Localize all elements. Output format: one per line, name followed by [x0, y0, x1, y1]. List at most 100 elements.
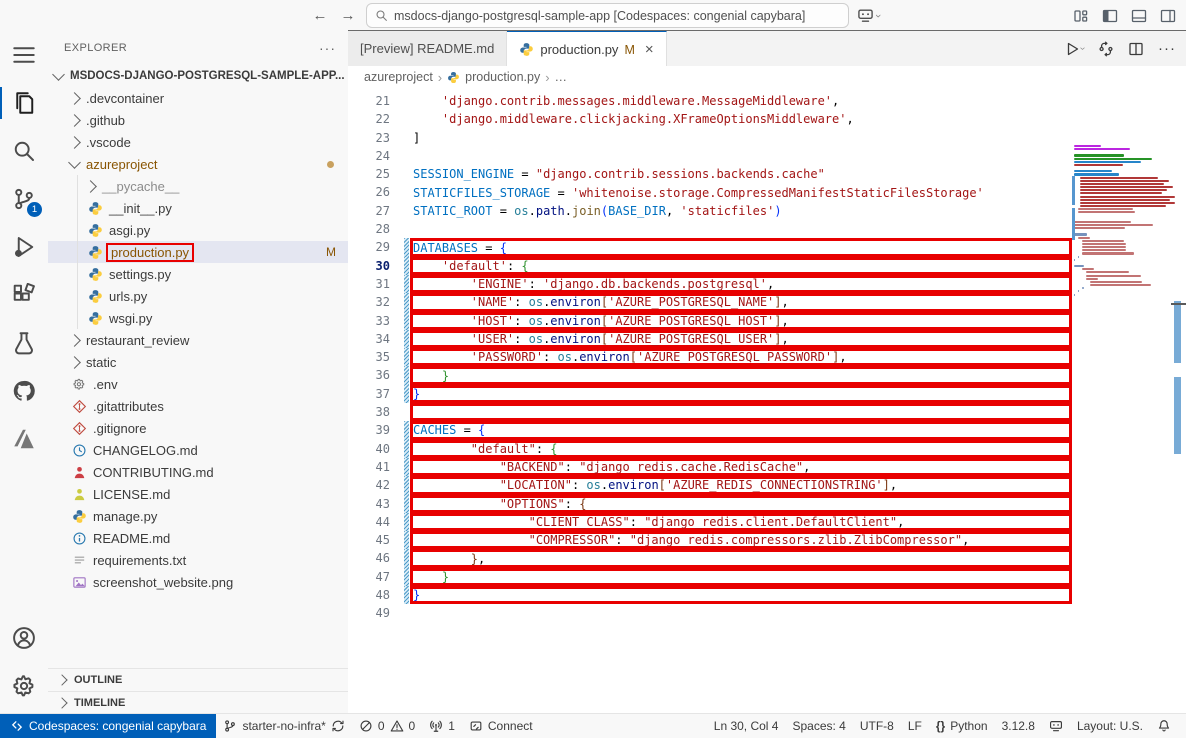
code-line-37[interactable]: 37} [348, 384, 1186, 404]
status-item-python-version[interactable]: 3.12.8 [995, 714, 1042, 738]
status-item-indentation[interactable]: Spaces: 4 [785, 714, 852, 738]
tree-root-folder[interactable]: MSDOCS-DJANGO-POSTGRESQL-SAMPLE-APP... [48, 65, 348, 87]
status-item-keyboard-layout[interactable]: Layout: U.S. [1070, 714, 1150, 738]
close-icon[interactable]: × [644, 41, 654, 58]
activity-bar-item-testing[interactable] [0, 319, 48, 367]
panel-bottom-icon[interactable] [1131, 8, 1147, 24]
code-line-27[interactable]: 27 STATIC_ROOT = os. path. join(BASE_DIR, '… [348, 202, 1186, 220]
activity-bar-item-source-control[interactable]: 1 [0, 175, 48, 223]
tree-item-static[interactable]: static [48, 351, 348, 373]
tree-item-readme-md[interactable]: README.md [48, 527, 348, 549]
breadcrumb-item-[interactable]: … [554, 70, 568, 84]
activity-bar-item-extensions[interactable] [0, 271, 48, 319]
tree-item-production-py[interactable]: production.py M [48, 241, 348, 263]
code-line-42[interactable]: 42 "LOCATION": os. environ['AZURE_REDIS_C… [348, 476, 1186, 495]
code-line-25[interactable]: 25 SESSION_ENGINE = "django.contrib.sessi… [348, 165, 1186, 183]
panel-right-icon[interactable] [1160, 8, 1176, 24]
breadcrumb-item-production-py[interactable]: production.py [465, 70, 541, 84]
code-line-29[interactable]: 29 DATABASES = { [348, 238, 1186, 257]
code-line-36[interactable]: 36 } [348, 366, 1186, 385]
code-line-28[interactable]: 28 [348, 220, 1186, 238]
command-center-search[interactable]: msdocs-django-postgresql-sample-app [Cod… [366, 3, 849, 28]
activity-bar-item-settings[interactable] [0, 662, 48, 710]
tree-item-asgi-py[interactable]: asgi.py [48, 219, 348, 241]
code-line-43[interactable]: 43 "OPTIONS": { [348, 494, 1186, 513]
status-item-branch[interactable]: starter-no-infra* [216, 714, 351, 738]
panel-left-icon[interactable] [1102, 8, 1118, 24]
code-line-30[interactable]: 30 'default': { [348, 256, 1186, 275]
code-line-46[interactable]: 46 }, [348, 549, 1186, 568]
code-editor[interactable]: 21 'django.contrib.messages.middleware.M… [348, 88, 1186, 714]
breadcrumb-item-azureproject[interactable]: azureproject [364, 70, 433, 84]
back-button[interactable]: ← [312, 7, 328, 24]
code-line-32[interactable]: 32 'NAME': os. environ['AZURE_POSTGRESQL_… [348, 293, 1186, 312]
code-line-31[interactable]: 31 'ENGINE': 'django.db.backends.postgre… [348, 274, 1186, 294]
activity-bar-item-github[interactable] [0, 367, 48, 415]
status-item-language-mode[interactable]: {} Python [929, 714, 995, 738]
status-item-notifications[interactable] [1150, 714, 1178, 738]
tree-item-license-md[interactable]: LICENSE.md [48, 483, 348, 505]
code-line-35[interactable]: 35 'PASSWORD': os. environ['AZURE_POSTGRE… [348, 348, 1186, 367]
code-line-23[interactable]: 23] [348, 129, 1186, 147]
tree-item-urls-py[interactable]: urls.py [48, 285, 348, 307]
status-item-cursor-position[interactable]: Ln 30, Col 4 [707, 714, 786, 738]
forward-button[interactable]: → [340, 7, 356, 24]
tree-item-contributing-md[interactable]: CONTRIBUTING.md [48, 461, 348, 483]
tab-preview-readme-md[interactable]: [Preview] README.md [348, 31, 508, 66]
activity-bar-item-explorer[interactable] [0, 79, 48, 127]
code-line-24[interactable]: 24 [348, 147, 1186, 165]
code-line-47[interactable]: 47 } [348, 567, 1186, 587]
activity-bar-item-accounts[interactable] [0, 614, 48, 662]
code-line-26[interactable]: 26 STATICFILES_STORAGE = 'whitenoise.stor… [348, 183, 1186, 201]
status-item-codespaces-status[interactable] [1042, 714, 1070, 738]
code-line-49[interactable]: 49 [348, 604, 1186, 622]
activity-bar-item-azure[interactable] [0, 415, 48, 463]
activity-bar-item-search[interactable] [0, 127, 48, 175]
code-line-48[interactable]: 48} [348, 586, 1186, 605]
tree-item-github[interactable]: .github [48, 109, 348, 131]
code-line-21[interactable]: 21 'django.contrib.messages.middleware.M… [348, 92, 1186, 110]
code-line-34[interactable]: 34 'USER': os. environ['AZURE_POSTGRESQL_… [348, 329, 1186, 349]
activity-bar-item-run-and-debug[interactable] [0, 223, 48, 271]
code-line-38[interactable]: 38 [348, 403, 1186, 422]
status-item-eol[interactable]: LF [901, 714, 929, 738]
tree-item-screenshot-website-png[interactable]: screenshot_website.png [48, 571, 348, 593]
tree-item-init-py[interactable]: __init__.py [48, 197, 348, 219]
tree-item-gitignore[interactable]: .gitignore [48, 417, 348, 439]
code-line-41[interactable]: 41 "BACKEND": "django_redis.cache.RedisC… [348, 457, 1186, 477]
activity-bar-item-menu[interactable] [0, 31, 48, 79]
more-actions-icon[interactable]: ··· [1158, 39, 1176, 57]
split-editor-icon[interactable] [1128, 41, 1144, 57]
code-line-22[interactable]: 22 'django.middleware.clickjacking.XFram… [348, 110, 1186, 128]
status-item-encoding[interactable]: UTF-8 [853, 714, 901, 738]
tree-item-vscode[interactable]: .vscode [48, 131, 348, 153]
sidebar-section-outline[interactable]: OUTLINE [48, 668, 348, 691]
tree-item-manage-py[interactable]: manage.py [48, 505, 348, 527]
open-changes-icon[interactable] [1098, 41, 1114, 57]
tree-item-gitattributes[interactable]: .gitattributes [48, 395, 348, 417]
sidebar-section-timeline[interactable]: TIMELINE [48, 691, 348, 714]
tab-production-py[interactable]: production.py M × [507, 31, 667, 67]
tree-item-changelog-md[interactable]: CHANGELOG.md [48, 439, 348, 461]
code-line-39[interactable]: 39 CACHES = { [348, 421, 1186, 440]
explorer-more-actions[interactable]: ··· [319, 40, 336, 56]
tree-item-restaurant-review[interactable]: restaurant_review [48, 329, 348, 351]
tree-item-env[interactable]: .env [48, 373, 348, 395]
run-python-file-button[interactable]: › [1064, 41, 1088, 57]
tree-item-requirements-txt[interactable]: requirements.txt [48, 549, 348, 571]
tree-item-pycache[interactable]: __pycache__ [48, 175, 348, 197]
minimap[interactable] [1072, 145, 1175, 315]
status-item-remote[interactable]: Codespaces: congenial capybara [0, 714, 217, 738]
code-line-33[interactable]: 33 'HOST': os. environ['AZURE_POSTGRESQL_… [348, 311, 1186, 330]
customize-layout-icon[interactable] [1073, 8, 1089, 24]
tree-item-wsgi-py[interactable]: wsgi.py [48, 307, 348, 329]
status-item-ports[interactable]: 1 [422, 714, 462, 738]
tree-item-settings-py[interactable]: settings.py [48, 263, 348, 285]
code-line-45[interactable]: 45 "COMPRESSOR": "django_redis.compresso… [348, 531, 1186, 550]
code-line-40[interactable]: 40 "default": { [348, 439, 1186, 458]
status-item-connect[interactable]: Connect [462, 714, 540, 738]
codespaces-menu[interactable]: › [857, 7, 884, 24]
tree-item-azureproject[interactable]: azureproject [48, 153, 348, 175]
tree-item-devcontainer[interactable]: .devcontainer [48, 87, 348, 109]
